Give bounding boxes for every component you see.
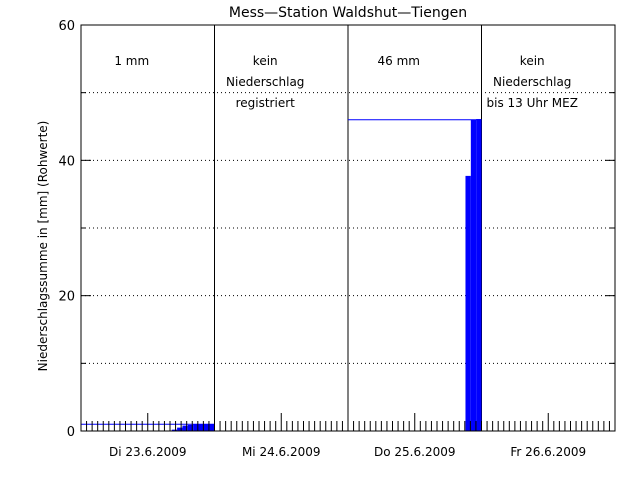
y-axis-label: Niederschlagssumme in [mm] (Rohwerte) — [36, 121, 50, 372]
bar — [187, 424, 194, 431]
bar — [209, 424, 215, 431]
y-tick-label: 20 — [58, 290, 75, 305]
bar — [465, 175, 471, 431]
annotation-text: 1 mm — [114, 54, 149, 68]
x-tick-label: Do 25.6.2009 — [374, 445, 455, 459]
annotation-text: Niederschlag — [493, 75, 571, 89]
grid-lines — [81, 92, 615, 364]
annotation-text: Niederschlag — [226, 75, 304, 89]
plot-frame — [80, 24, 616, 432]
annotations: 1 mm kein Niederschlag registriert 46 mm kein… — [114, 54, 578, 110]
y-tick-labels: 0 20 40 60 — [58, 19, 75, 440]
bars — [171, 119, 482, 431]
daily-total-lines — [81, 119, 482, 425]
bar — [182, 425, 188, 431]
x-tick-label: Mi 24.6.2009 — [242, 445, 321, 459]
bar — [203, 424, 210, 431]
annotation-text: kein — [253, 54, 278, 68]
annotation-text: kein — [520, 54, 545, 68]
chart-title: Mess—Station Waldshut—Tiengen — [229, 5, 467, 21]
y-tick-label: 0 — [67, 425, 75, 440]
y-tick-label: 60 — [58, 19, 75, 34]
annotation-text: registriert — [236, 96, 296, 110]
x-tick-label: Di 23.6.2009 — [109, 445, 186, 459]
bar — [470, 119, 477, 431]
bar — [476, 119, 482, 431]
bar — [193, 424, 199, 431]
bar — [177, 427, 183, 431]
x-tick-label: Fr 26.6.2009 — [510, 445, 586, 459]
bar — [171, 429, 178, 431]
y-tick-label: 40 — [58, 154, 75, 169]
annotation-text: bis 13 Uhr MEZ — [487, 96, 578, 110]
x-tick-labels: Di 23.6.2009 Mi 24.6.2009 Do 25.6.2009 Fr 2… — [109, 445, 586, 459]
annotation-text: 46 mm — [377, 54, 419, 68]
bar — [198, 424, 204, 431]
